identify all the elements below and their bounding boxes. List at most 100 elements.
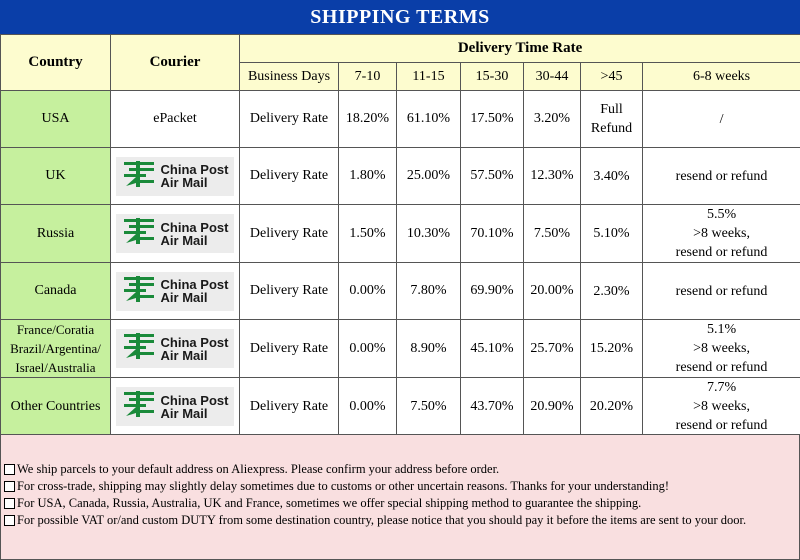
courier-cell: China Post Air Mail — [110, 377, 240, 436]
header-col-30-44: 30-44 — [523, 62, 581, 91]
logo-line-2: Air Mail — [160, 405, 208, 421]
table-row: Russia China Post Air Mail Delivery Rate 1.5… — [0, 204, 800, 263]
courier-name: ePacket — [153, 111, 197, 126]
note-item: For USA, Canada, Russia, Australia, UK a… — [4, 495, 746, 512]
logo-line-2: Air Mail — [160, 347, 208, 363]
rate-value-cell: 7.80% — [396, 262, 461, 320]
cell-line: >8 weeks, — [693, 341, 750, 356]
cell-line: >8 weeks, — [693, 226, 750, 241]
rate-value-cell: 10.30% — [396, 204, 461, 263]
country-cell: Russia — [0, 204, 111, 263]
header-business-days: Business Days — [239, 62, 339, 91]
rate-value-cell: 57.50% — [460, 147, 524, 205]
china-post-logo: China Post Air Mail — [111, 214, 239, 253]
cell-line: UK — [45, 168, 66, 183]
china-post-logo: China Post Air Mail — [111, 329, 239, 368]
logo-line-2: Air Mail — [160, 232, 208, 248]
note-text: For USA, Canada, Russia, Australia, UK a… — [17, 496, 642, 510]
note-item: For cross-trade, shipping may slightly d… — [4, 478, 746, 495]
rate-45-cell: 15.20% — [580, 319, 643, 378]
rate-value-cell: 69.90% — [460, 262, 524, 320]
rate-45-cell: 2.30% — [580, 262, 643, 320]
rate-value-cell: 1.80% — [338, 147, 397, 205]
country-cell: UK — [0, 147, 111, 205]
rate-value-cell: 18.20% — [338, 90, 397, 148]
cell-line: Full — [600, 102, 623, 117]
cell-line: Canada — [34, 283, 77, 298]
rate-label-cell: Delivery Rate — [239, 377, 339, 436]
rate-value-cell: 25.00% — [396, 147, 461, 205]
rate-45-cell: Full Refund — [580, 90, 643, 148]
cell-line: resend or refund — [675, 418, 768, 433]
note-text: For possible VAT or/and custom DUTY from… — [17, 513, 747, 527]
cell-line: resend or refund — [675, 283, 768, 299]
courier-cell: China Post Air Mail — [110, 147, 240, 205]
rate-weeks-cell: 5.5% >8 weeks, resend or refund — [641, 204, 800, 263]
cell-line: Brazil/Argentina/ — [10, 341, 101, 356]
rate-value-cell: 3.20% — [523, 90, 581, 148]
cell-line: 5.1% — [706, 322, 737, 337]
rate-value-cell: 61.10% — [396, 90, 461, 148]
note-text: For cross-trade, shipping may slightly d… — [17, 479, 670, 493]
rate-value-cell: 43.70% — [460, 377, 524, 436]
header-delivery-time-rate: Delivery Time Rate — [238, 34, 800, 63]
country-cell: France/Coratia Brazil/Argentina/Israel/Au… — [0, 319, 111, 378]
rate-value-cell: 70.10% — [460, 204, 524, 263]
table-row: France/Coratia Brazil/Argentina/Israel/Au… — [0, 319, 800, 378]
rate-weeks-cell: / — [641, 90, 800, 148]
rate-value-cell: 8.90% — [396, 319, 461, 378]
logo-line-1: China Post — [160, 392, 229, 408]
logo-line-1: China Post — [160, 219, 229, 235]
china-post-logo-icon — [122, 274, 156, 309]
rate-value-cell: 20.00% — [523, 262, 581, 320]
courier-cell: China Post Air Mail — [110, 204, 240, 263]
rate-value-cell: 0.00% — [338, 319, 397, 378]
rate-label-cell: Delivery Rate — [239, 204, 339, 263]
rate-weeks-cell: resend or refund — [641, 262, 800, 320]
rate-value-cell: 1.50% — [338, 204, 397, 263]
country-cell: Canada — [0, 262, 111, 320]
checkbox-icon — [4, 464, 15, 475]
logo-line-1: China Post — [160, 162, 229, 177]
china-post-logo-icon — [122, 159, 156, 194]
checkbox-icon — [4, 481, 15, 492]
cell-line: 20.20% — [589, 399, 634, 414]
china-post-logo-icon — [122, 331, 156, 366]
cell-line: 7.7% — [706, 380, 737, 395]
header-courier: Courier — [110, 34, 240, 91]
cell-line: 5.10% — [593, 226, 630, 241]
rate-45-cell: 3.40% — [580, 147, 643, 205]
shipping-notes: We ship parcels to your default address … — [0, 434, 800, 560]
china-post-logo: China Post Air Mail — [111, 156, 239, 196]
cell-line: 15.20% — [589, 341, 634, 356]
rate-value-cell: 7.50% — [523, 204, 581, 263]
cell-line: 2.30% — [593, 283, 630, 299]
rate-weeks-cell: 5.1% >8 weeks, resend or refund — [641, 319, 800, 378]
header-col-7-10: 7-10 — [338, 62, 397, 91]
logo-line-2: Air Mail — [160, 175, 208, 190]
logo-line-1: China Post — [160, 334, 229, 350]
rate-weeks-cell: 7.7% >8 weeks, resend or refund — [641, 377, 800, 436]
rate-value-cell: 45.10% — [460, 319, 524, 378]
rate-value-cell: 0.00% — [338, 262, 397, 320]
header-col-6-8-weeks: 6-8 weeks — [641, 62, 800, 91]
logo-line-2: Air Mail — [160, 290, 208, 305]
rate-45-cell: 20.20% — [580, 377, 643, 436]
cell-line: Russia — [36, 225, 75, 241]
cell-line: USA — [41, 111, 70, 126]
country-cell: Other Countries — [0, 377, 111, 436]
header-col-11-15: 11-15 — [396, 62, 461, 91]
rate-value-cell: 7.50% — [396, 377, 461, 436]
table-row: USA ePacket Delivery Rate 18.20% 61.10% 17.50… — [0, 90, 800, 148]
cell-line: resend or refund — [675, 360, 768, 375]
courier-cell: China Post Air Mail — [110, 319, 240, 378]
cell-line: Israel/Australia — [15, 360, 96, 375]
rate-label-cell: Delivery Rate — [239, 262, 339, 320]
rate-weeks-cell: resend or refund — [641, 147, 800, 205]
rate-value-cell: 25.70% — [523, 319, 581, 378]
china-post-logo-icon — [122, 389, 156, 424]
cell-line: >8 weeks, — [693, 399, 750, 414]
cell-line: Refund — [590, 121, 633, 136]
courier-cell: ePacket — [110, 90, 240, 148]
